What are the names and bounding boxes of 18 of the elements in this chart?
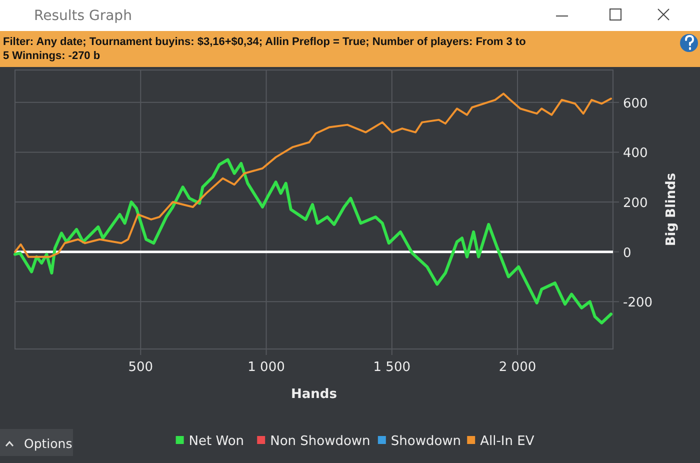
y-tick-label: -200: [623, 296, 653, 311]
legend-label: Showdown: [390, 434, 462, 449]
chart-title: Results Graph: [34, 8, 132, 24]
text: Options: [24, 436, 72, 451]
x-tick-label: 1 000: [248, 360, 285, 375]
legend-label: All-In EV: [480, 434, 534, 449]
chart-subtitle: Filter: Any date; Tournament buyins: $3,16+$0,34; Allin Preflop = True; Number of players: From 3 to 5 Winnings: -270 b: [3, 36, 526, 62]
y-axis-title: Big Blinds: [664, 172, 679, 246]
y-tick-label: 400: [623, 146, 648, 162]
x-axis-title: Hands: [291, 387, 338, 402]
y-tick-label: 600: [623, 96, 648, 112]
x-tick-label: 2 000: [498, 360, 536, 375]
x-tick-label: 500: [128, 360, 154, 375]
legend-label: Net Won: [188, 434, 244, 449]
y-tick-label: 0: [623, 246, 632, 261]
legend-label: Non Showdown: [270, 434, 370, 449]
y-tick-label: 200: [623, 196, 648, 212]
x-tick-label: 1 500: [373, 360, 410, 375]
